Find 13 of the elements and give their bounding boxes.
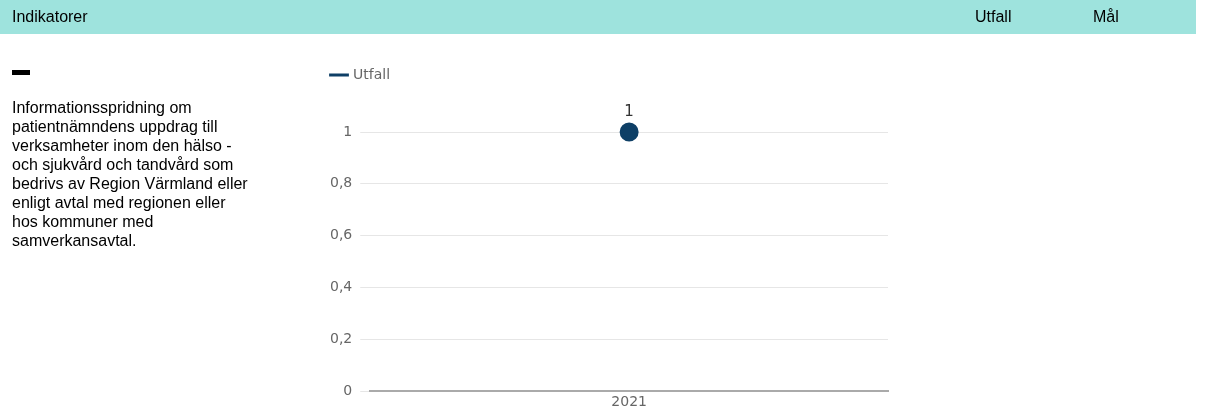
x-tick-label: 2021 [611,393,647,410]
y-tick-label: 0,4 [330,278,353,295]
text: Mål [1093,8,1119,26]
text: Indikatorer [12,8,88,26]
text: Utfall [975,8,1012,26]
y-tick-label: 1 [343,122,353,139]
text: Informationsspridning om patientnämndens uppdrag till verksamheter inom den hälso - och sjukvård och tandvård som bedrivs av Region Värmland eller enligt avtal med regionen eller hos kommuner med samverkansavtal. [12,98,248,250]
legend-label: Utfall [353,65,391,82]
data-label: 1 [624,102,634,121]
y-tick-label: 0 [343,381,353,398]
y-tick-label: 0,6 [330,226,353,243]
y-tick-label: 0,8 [330,174,353,191]
y-tick-label: 0,2 [330,330,353,346]
